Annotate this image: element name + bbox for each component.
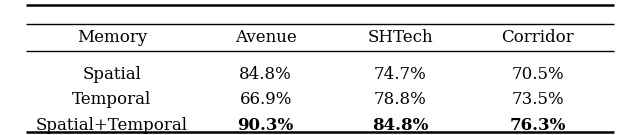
Text: 74.7%: 74.7% bbox=[374, 66, 426, 83]
Text: Spatial: Spatial bbox=[83, 66, 141, 83]
Text: Avenue: Avenue bbox=[235, 29, 296, 46]
Text: 66.9%: 66.9% bbox=[239, 91, 292, 108]
Text: 84.8%: 84.8% bbox=[372, 117, 428, 134]
Text: Memory: Memory bbox=[77, 29, 147, 46]
Text: 73.5%: 73.5% bbox=[511, 91, 564, 108]
Text: 76.3%: 76.3% bbox=[509, 117, 566, 134]
Text: 70.5%: 70.5% bbox=[511, 66, 564, 83]
Text: Spatial+Temporal: Spatial+Temporal bbox=[36, 117, 188, 134]
Text: SHTech: SHTech bbox=[367, 29, 433, 46]
Text: 78.8%: 78.8% bbox=[374, 91, 426, 108]
Text: 84.8%: 84.8% bbox=[239, 66, 292, 83]
Text: Corridor: Corridor bbox=[501, 29, 574, 46]
Text: Temporal: Temporal bbox=[72, 91, 152, 108]
Text: 90.3%: 90.3% bbox=[237, 117, 294, 134]
